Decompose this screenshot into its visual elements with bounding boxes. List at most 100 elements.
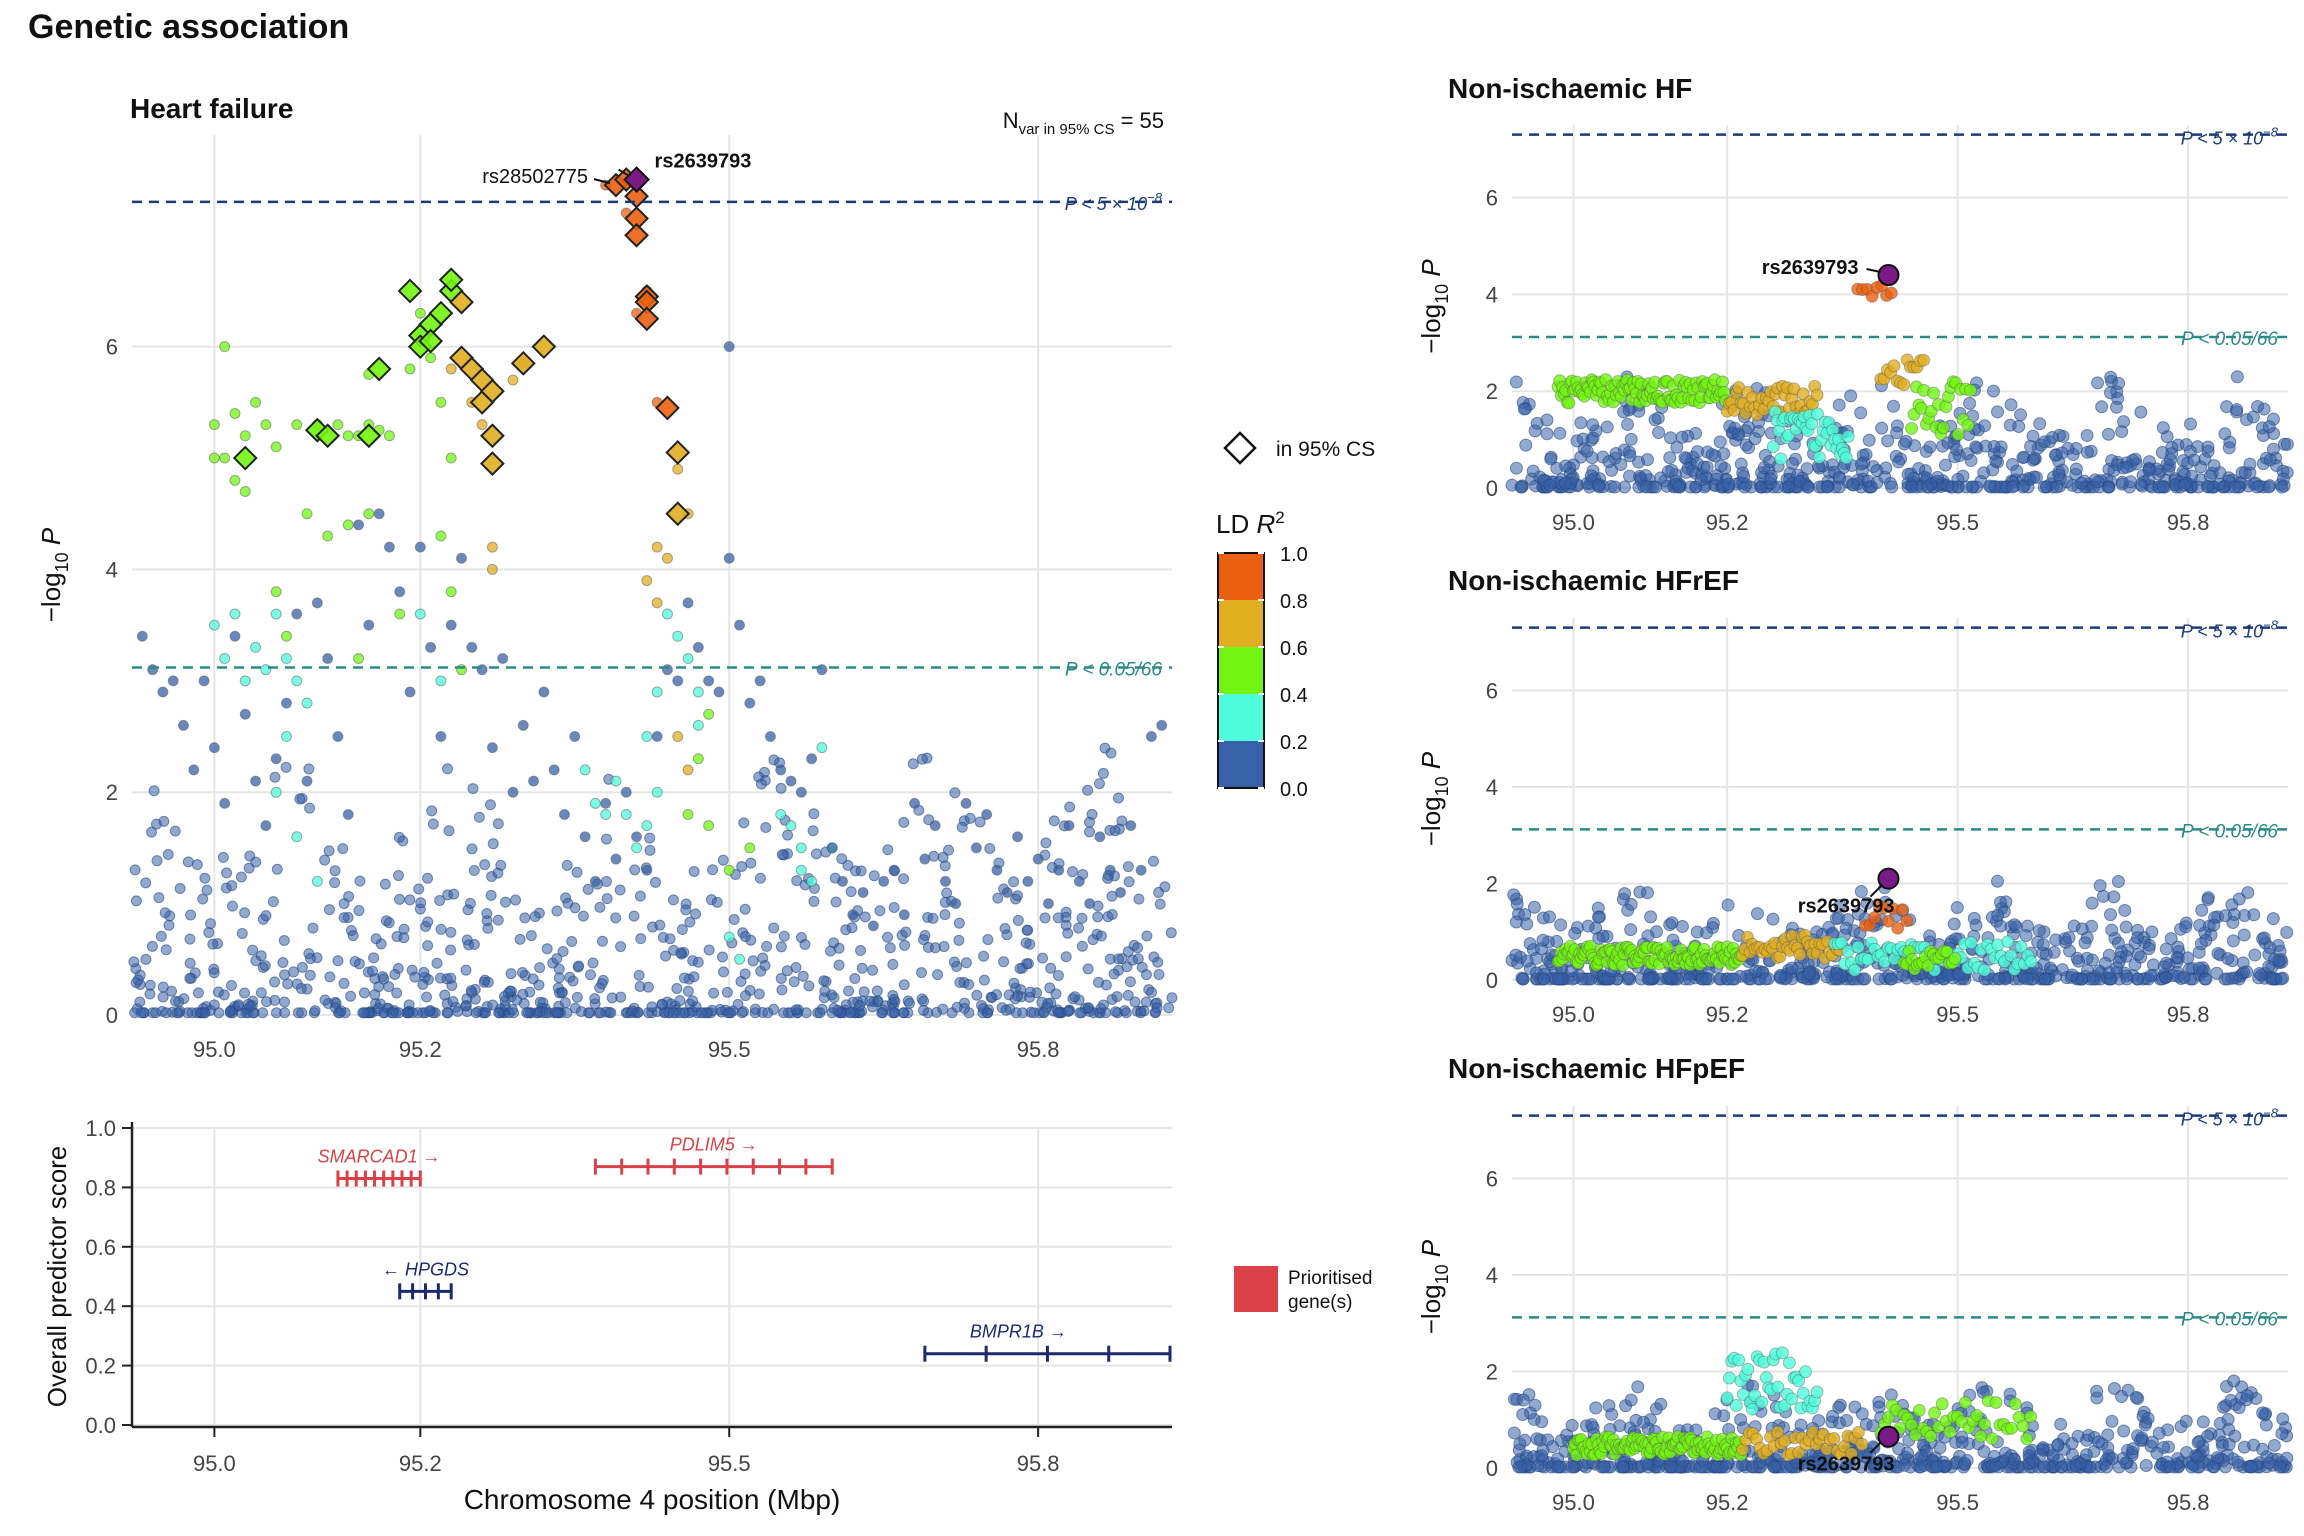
variant-point: [1509, 461, 1523, 475]
variant-point: [445, 363, 457, 375]
variant-point: [236, 927, 248, 939]
ld-group-0.4-0.6: [208, 307, 756, 876]
variant-point: [2069, 462, 2083, 476]
y-tick-label: 4: [106, 557, 118, 582]
variant-point: [322, 653, 334, 665]
variant-point: [1887, 359, 1901, 373]
variant-point: [332, 955, 344, 967]
variant-point: [1093, 778, 1105, 790]
variant-point: [1694, 473, 1708, 487]
variant-point: [888, 864, 900, 876]
variant-point: [1841, 430, 1855, 444]
variant-point: [1637, 1415, 1651, 1429]
variant-point: [1858, 972, 1872, 986]
variant-point: [1568, 926, 1582, 940]
variant-point: [610, 853, 622, 865]
x-tick-label: 95.2: [399, 1451, 442, 1476]
variant-point: [2033, 417, 2047, 431]
non-ischaemic-hf-panel: 95.0 95.2 95.5 95.8 0 2 4 6 Non-ischaemic HF −log…: [1416, 73, 2294, 535]
variant-point: [937, 1003, 949, 1015]
variant-point: [2230, 370, 2244, 384]
variant-point: [898, 909, 910, 921]
second-variant-leader: [593, 178, 611, 185]
variant-point: [558, 808, 570, 820]
variant-point: [808, 808, 820, 820]
variant-point: [2256, 1406, 2270, 1420]
variant-point: [1073, 922, 1085, 934]
panel-title: Non-ischaemic HFpEF: [1448, 1053, 1745, 1084]
variant-point: [260, 910, 272, 922]
variant-point: [244, 850, 256, 862]
y-tick-label: 6: [1486, 678, 1498, 703]
variant-point: [378, 973, 390, 985]
variant-point: [2272, 954, 2286, 968]
variant-point: [247, 944, 259, 956]
variant-point: [528, 775, 540, 787]
gene-label: BMPR1B →: [970, 1322, 1067, 1342]
variant-point: [521, 1007, 533, 1019]
variant-point: [1900, 914, 1914, 928]
variant-point: [898, 816, 910, 828]
variant-point: [641, 864, 653, 876]
variant-point: [404, 363, 416, 375]
variant-point: [148, 785, 160, 797]
variant-point: [600, 808, 612, 820]
variant-point: [1562, 396, 1576, 410]
variant-point: [2262, 420, 2276, 434]
variant-point: [1885, 480, 1899, 494]
variant-point: [191, 1007, 203, 1019]
variant-point: [2159, 970, 2173, 984]
x-tick-label: 95.5: [1936, 1490, 1979, 1515]
variant-point: [456, 664, 468, 676]
variant-point: [641, 820, 653, 832]
variant-point: [1805, 417, 1819, 431]
nvar-letter: N: [1003, 108, 1019, 133]
variant-point: [661, 664, 673, 676]
variant-point: [918, 995, 930, 1007]
variant-point: [760, 822, 772, 834]
variant-point: [358, 1007, 370, 1019]
variant-point: [239, 430, 251, 442]
variant-point: [768, 1003, 780, 1015]
variant-point: [1554, 918, 1568, 932]
variant-point: [163, 919, 175, 931]
variant-point: [2280, 925, 2294, 939]
variant-point: [2104, 908, 2118, 922]
variant-point: [239, 485, 251, 497]
variant-point: [781, 965, 793, 977]
variant-point: [2159, 942, 2173, 956]
variant-point: [929, 820, 941, 832]
variant-point: [882, 844, 894, 856]
variant-point: [954, 977, 966, 989]
x-tick-label: 95.0: [1552, 1490, 1595, 1515]
variant-point: [2101, 427, 2115, 441]
variant-point: [978, 950, 990, 962]
variant-point: [1048, 815, 1060, 827]
variant-point: [775, 764, 787, 776]
variant-point: [2211, 946, 2225, 960]
variant-point: [651, 686, 663, 698]
variant-point: [147, 664, 159, 676]
gene-track-panel: 95.0 95.2 95.5 95.8 0.0 0.2 0.4 0.6 0.8 1.0 Overal…: [42, 1116, 1172, 1515]
variant-point: [960, 957, 972, 969]
variant-point: [417, 978, 429, 990]
variant-point: [329, 865, 341, 877]
variant-point: [2251, 399, 2265, 413]
variant-point: [226, 900, 238, 912]
ld-tick-label: 0.6: [1280, 638, 1308, 660]
variant-point: [435, 731, 447, 743]
variant-point: [435, 396, 447, 408]
variant-point: [778, 930, 790, 942]
variant-point: [1163, 1002, 1175, 1014]
variant-point: [136, 630, 148, 642]
variant-point: [1565, 1460, 1579, 1474]
variant-point: [2105, 454, 2119, 468]
ld-tick-label: 0.2: [1280, 732, 1308, 754]
variant-point: [517, 719, 529, 731]
variant-point: [2267, 1438, 2281, 1452]
variant-point: [208, 619, 220, 631]
variant-point: [345, 990, 357, 1002]
variant-point: [2012, 420, 2026, 434]
variant-point: [982, 934, 994, 946]
variant-point: [1872, 972, 1886, 986]
